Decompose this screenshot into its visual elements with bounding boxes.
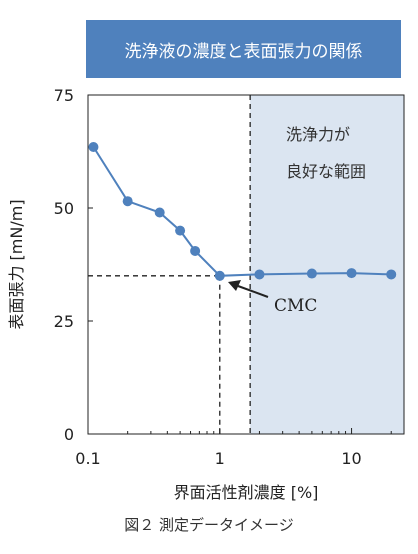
data-point bbox=[122, 196, 133, 207]
data-point bbox=[346, 268, 357, 279]
data-point bbox=[190, 245, 201, 256]
figure-caption: 図２ 測定データイメージ bbox=[124, 516, 294, 534]
x-tick-label: 1 bbox=[215, 449, 225, 468]
chart-title-banner: 洗浄液の濃度と表面張力の関係 bbox=[86, 20, 401, 78]
data-point bbox=[214, 270, 225, 281]
good-range-label: 洗浄力が bbox=[286, 125, 350, 144]
data-point bbox=[386, 269, 397, 280]
cmc-arrowhead bbox=[228, 280, 241, 291]
y-tick-label: 0 bbox=[64, 425, 74, 444]
x-tick-label: 10 bbox=[341, 449, 361, 468]
y-tick-label: 75 bbox=[54, 86, 74, 105]
x-tick-label: 0.1 bbox=[75, 449, 100, 468]
good-range-region bbox=[250, 95, 404, 434]
data-point bbox=[154, 207, 165, 218]
x-axis-label: 界面活性剤濃度 [%] bbox=[174, 483, 319, 502]
data-point bbox=[175, 225, 186, 236]
cmc-arrow-line bbox=[237, 285, 269, 298]
chart-title: 洗浄液の濃度と表面張力の関係 bbox=[124, 41, 363, 62]
y-axis-label: 表面張力 [mN/m] bbox=[7, 199, 26, 329]
y-tick-label: 25 bbox=[54, 312, 74, 331]
data-point bbox=[254, 269, 265, 280]
series-line bbox=[92, 146, 392, 277]
plot-frame bbox=[87, 94, 405, 435]
y-tick-label: 50 bbox=[54, 199, 74, 218]
good-range-label: 良好な範囲 bbox=[286, 162, 366, 181]
data-point bbox=[306, 268, 317, 279]
cmc-label: CMC bbox=[274, 296, 317, 316]
data-point bbox=[88, 141, 99, 152]
